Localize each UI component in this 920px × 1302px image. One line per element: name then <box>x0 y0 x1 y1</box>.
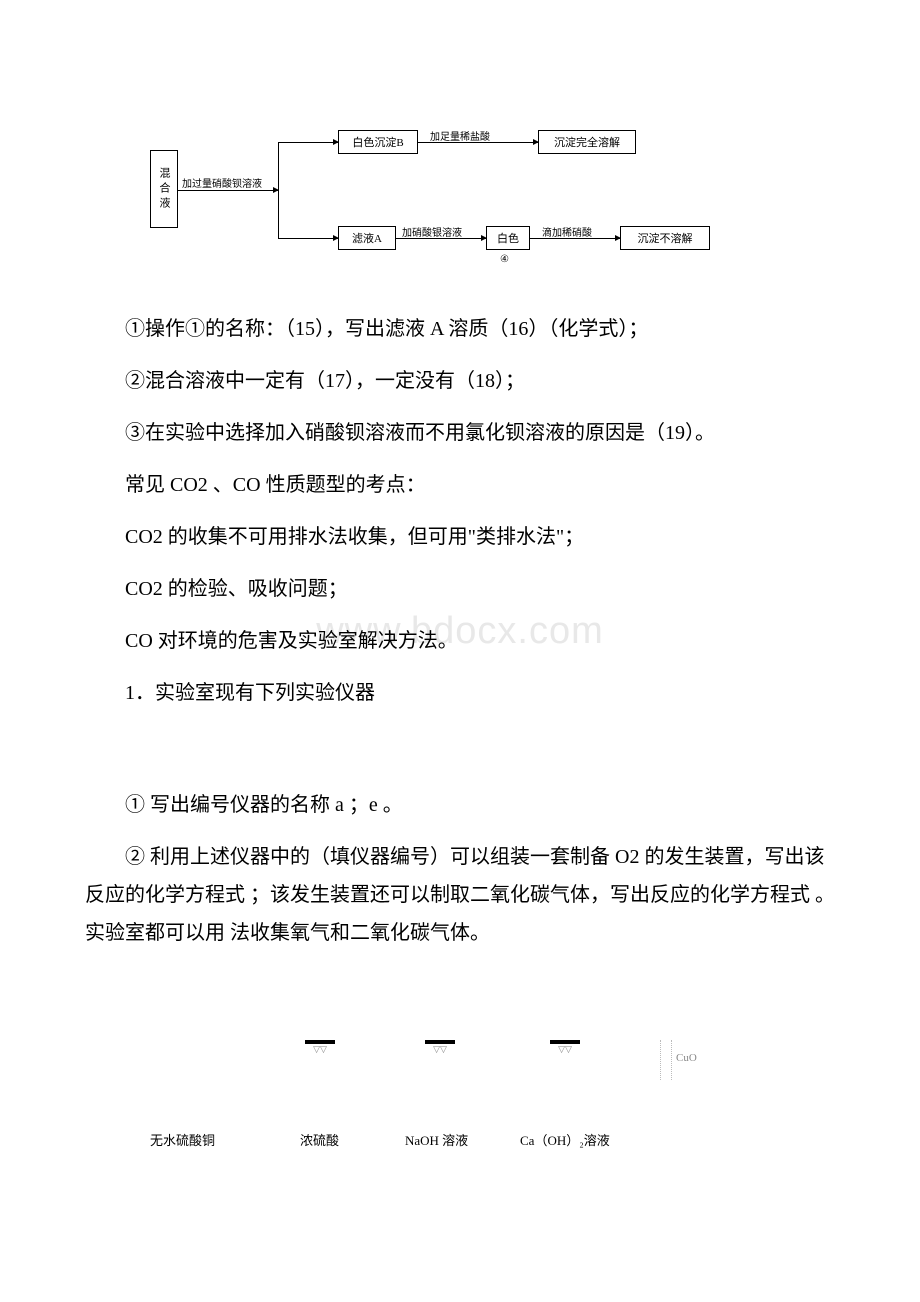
para-3: ③在实验中选择加入硝酸钡溶液而不用氯化钡溶液的原因是（19）。 <box>85 414 835 452</box>
para-10: ② 利用上述仪器中的（填仪器编号）可以组装一套制备 O2 的发生装置，写出该反应… <box>85 838 835 952</box>
label-hno3: 滴加稀硝酸 <box>542 224 592 239</box>
box-filtrate-a: 滤液A <box>338 226 396 250</box>
label-agno3: 加硝酸银溶液 <box>402 224 462 239</box>
label-four: ④ <box>500 254 509 265</box>
connector-to-b <box>278 142 338 143</box>
label-bano3: 加过量硝酸钡溶液 <box>182 175 262 190</box>
para-1: ①操作①的名称：（15），写出滤液 A 溶质（16）（化学式）； <box>85 310 835 348</box>
cuo-tube-icon: CuO <box>660 1040 672 1080</box>
box-white: 白色 <box>486 226 530 250</box>
connector-to-a <box>278 238 338 239</box>
para-8: 1．实验室现有下列实验仪器 <box>85 674 835 712</box>
cuo-label: CuO <box>676 1052 697 1064</box>
bottle-label-2: 浓硫酸 <box>300 1130 339 1149</box>
bottle-body-icon: ▽▽ <box>305 1044 335 1055</box>
box-dissolve: 沉淀完全溶解 <box>538 130 636 154</box>
bottle-4: ▽▽ <box>550 1040 580 1057</box>
bottle-label-4: Ca（OH）₂溶液 <box>520 1130 610 1149</box>
bottle-label-3: NaOH 溶液 <box>405 1130 468 1149</box>
box-precipitate-b: 白色沉淀B <box>338 130 418 154</box>
box-mixture: 混合液 <box>150 150 178 228</box>
para-5: CO2 的收集不可用排水法收集，但可用"类排水法"； <box>85 518 835 556</box>
bottle-body-icon: ▽▽ <box>425 1044 455 1055</box>
para-2: ②混合溶液中一定有（17），一定没有（18）； <box>85 362 835 400</box>
bottle-body-icon: ▽▽ <box>550 1044 580 1055</box>
connector-split <box>278 142 279 238</box>
para-6: CO2 的检验、吸收问题； <box>85 570 835 608</box>
para-9: ① 写出编号仪器的名称 a ；e 。 <box>85 786 835 824</box>
para-4: 常见 CO2 、CO 性质题型的考点： <box>85 466 835 504</box>
bottles-row: 无水硫酸铜 ▽▽ 浓硫酸 ▽▽ NaOH 溶液 ▽▽ Ca（OH）₂溶液 CuO <box>150 1040 790 1160</box>
bottle-2: ▽▽ <box>305 1040 335 1057</box>
bottle-label-1: 无水硫酸铜 <box>150 1130 215 1149</box>
flowchart: 混合液 加过量硝酸钡溶液 白色沉淀B 加足量稀盐酸 沉淀完全溶解 滤液A 加硝酸… <box>150 120 770 280</box>
para-7: CO 对环境的危害及实验室解决方法。 <box>85 622 835 660</box>
label-hcl: 加足量稀盐酸 <box>430 128 490 143</box>
connector-main <box>178 190 278 191</box>
bottle-3: ▽▽ <box>425 1040 455 1057</box>
box-not-dissolve: 沉淀不溶解 <box>620 226 710 250</box>
main-content: ①操作①的名称：（15），写出滤液 A 溶质（16）（化学式）； ②混合溶液中一… <box>85 310 835 966</box>
